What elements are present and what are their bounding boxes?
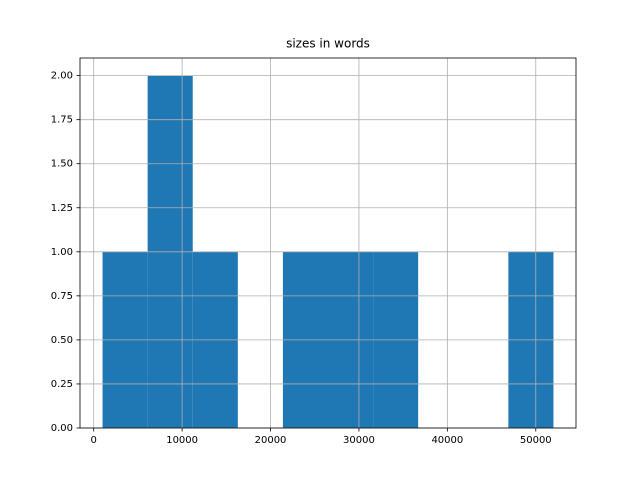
y-tick-label: 1.25 [51, 203, 73, 214]
y-tick-label: 1.75 [51, 115, 73, 126]
x-tick-label: 50000 [520, 435, 552, 446]
y-tick-label: 0.50 [51, 335, 73, 346]
x-tick-label: 40000 [431, 435, 463, 446]
axes-frame [79, 57, 577, 429]
y-tick-label: 0.00 [51, 423, 73, 434]
y-tick-label: 0.75 [51, 291, 73, 302]
x-tick-label: 20000 [255, 435, 287, 446]
chart-title: sizes in words [286, 37, 370, 51]
x-tick-label: 30000 [343, 435, 375, 446]
y-tick-label: 0.25 [51, 379, 73, 390]
x-tick-label: 10000 [166, 435, 198, 446]
y-tick-label: 1.00 [51, 247, 73, 258]
x-tick-label: 0 [91, 435, 97, 446]
y-tick-label: 2.00 [51, 71, 73, 82]
y-tick-label: 1.50 [51, 159, 73, 170]
